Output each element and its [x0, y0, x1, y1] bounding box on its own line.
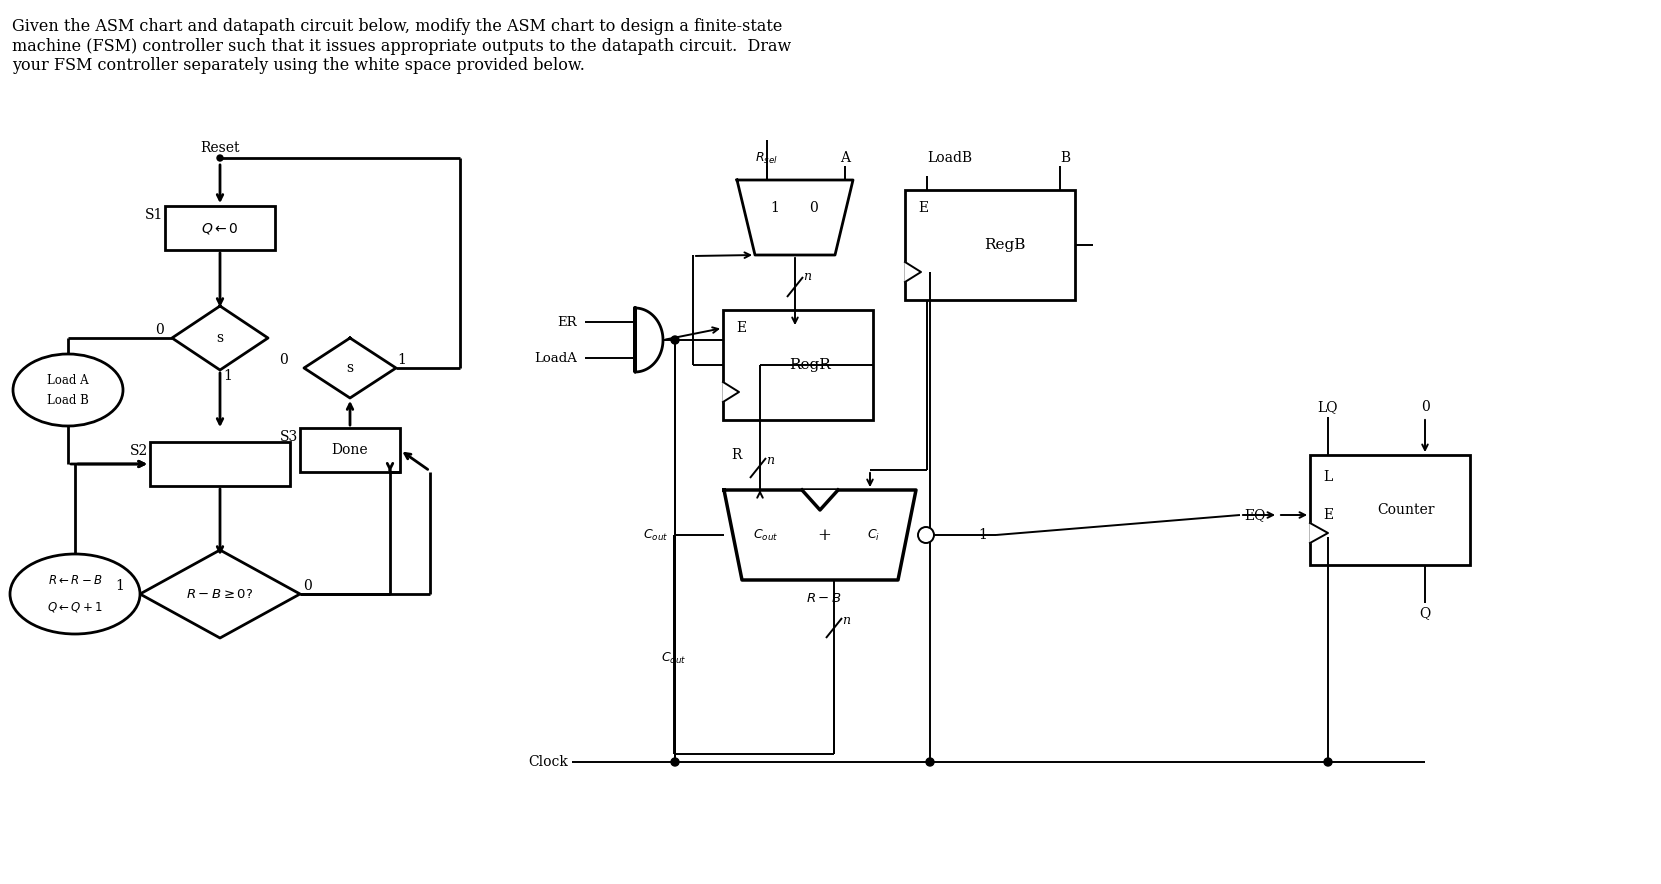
Text: S3: S3 [279, 430, 297, 444]
Text: $R - B$: $R - B$ [806, 591, 842, 605]
Text: Load A: Load A [47, 374, 88, 386]
Text: E: E [736, 321, 746, 335]
Ellipse shape [13, 354, 123, 426]
Text: n: n [802, 271, 811, 284]
Text: 1: 1 [224, 369, 233, 383]
Text: 1: 1 [115, 579, 125, 593]
Ellipse shape [10, 554, 140, 634]
Text: R: R [731, 448, 741, 462]
Bar [723, 310, 874, 420]
Polygon shape [173, 306, 267, 370]
Polygon shape [1311, 523, 1329, 543]
Circle shape [1324, 758, 1332, 766]
Text: Q: Q [1420, 606, 1430, 620]
Text: s: s [216, 331, 224, 345]
Text: S1: S1 [145, 208, 163, 222]
Text: RegB: RegB [985, 238, 1026, 252]
Text: LoadA: LoadA [535, 352, 576, 364]
Text: n: n [842, 613, 850, 627]
Text: $Q \leftarrow Q + 1$: $Q \leftarrow Q + 1$ [47, 600, 103, 614]
Text: $C_{out}$: $C_{out}$ [754, 528, 779, 543]
Text: LoadB: LoadB [927, 151, 973, 165]
Text: Done: Done [332, 443, 369, 457]
Bar [1311, 455, 1470, 565]
Text: Clock: Clock [528, 755, 568, 769]
Circle shape [671, 336, 679, 344]
Text: s: s [347, 361, 354, 375]
Text: E: E [919, 201, 928, 215]
Polygon shape [905, 262, 920, 282]
Polygon shape [140, 550, 301, 638]
Circle shape [671, 758, 679, 766]
Circle shape [919, 527, 933, 543]
Bar [301, 428, 400, 472]
Text: A: A [840, 151, 850, 165]
Text: 0: 0 [156, 323, 164, 337]
Text: Counter: Counter [1377, 503, 1435, 517]
Text: L: L [1324, 470, 1332, 484]
Text: 1: 1 [397, 353, 407, 367]
Circle shape [925, 758, 933, 766]
Text: $R \leftarrow R - B$: $R \leftarrow R - B$ [48, 575, 103, 588]
Text: EQ: EQ [1244, 508, 1266, 522]
Bar [149, 442, 291, 486]
Text: B: B [1060, 151, 1070, 165]
Text: LQ: LQ [1317, 400, 1339, 414]
Polygon shape [724, 490, 915, 580]
Polygon shape [723, 382, 739, 402]
Bar [164, 206, 276, 250]
Text: RegR: RegR [789, 358, 830, 372]
Text: $C_{out}$: $C_{out}$ [643, 528, 668, 543]
Text: Given the ASM chart and datapath circuit below, modify the ASM chart to design a: Given the ASM chart and datapath circuit… [12, 18, 791, 74]
Text: $Q \leftarrow 0$: $Q \leftarrow 0$ [201, 220, 239, 235]
Text: $R_{sel}$: $R_{sel}$ [756, 150, 779, 165]
Text: $C_{out}$: $C_{out}$ [661, 651, 686, 666]
Text: Reset: Reset [201, 141, 239, 155]
Text: 0: 0 [809, 201, 817, 215]
Text: 0: 0 [279, 353, 287, 367]
Polygon shape [802, 490, 839, 510]
Text: ER: ER [558, 316, 576, 329]
Text: $R-B\geq 0?$: $R-B\geq 0?$ [186, 588, 254, 600]
Circle shape [218, 155, 223, 161]
Text: 1: 1 [978, 528, 987, 542]
Text: Load B: Load B [47, 393, 90, 407]
Text: n: n [766, 453, 774, 467]
Text: 0: 0 [304, 579, 312, 593]
Text: 1: 1 [771, 201, 779, 215]
Polygon shape [304, 338, 395, 398]
Text: S2: S2 [130, 444, 148, 458]
Text: +: + [817, 527, 830, 544]
Polygon shape [635, 308, 663, 372]
Text: $C_i$: $C_i$ [867, 528, 880, 543]
Polygon shape [737, 180, 854, 255]
Text: E: E [1322, 508, 1334, 522]
Bar [905, 190, 1075, 300]
Text: 0: 0 [1420, 400, 1430, 414]
